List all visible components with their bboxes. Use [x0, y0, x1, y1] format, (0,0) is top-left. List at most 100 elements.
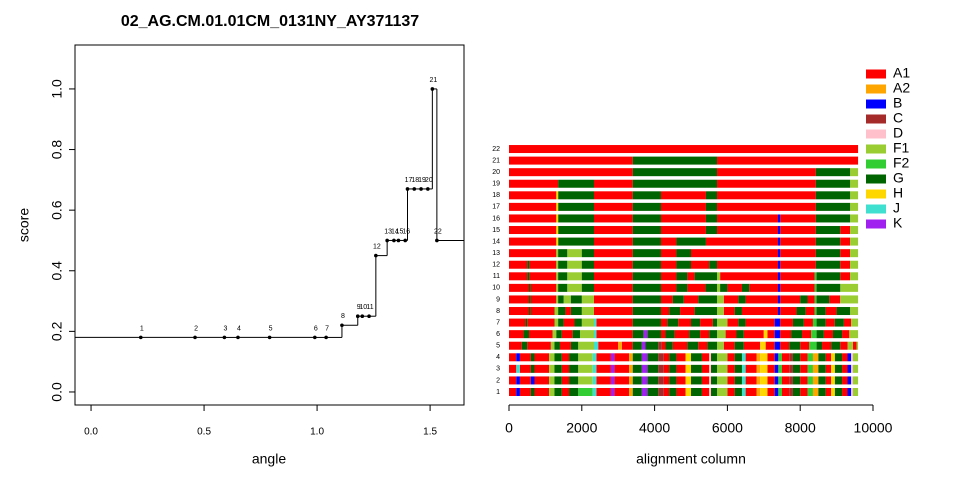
segment [632, 249, 661, 258]
segment [760, 376, 768, 385]
segment [534, 388, 550, 396]
segment [852, 388, 859, 396]
segment [570, 307, 582, 316]
segment [807, 376, 813, 385]
segment [777, 249, 781, 258]
segment [842, 330, 850, 339]
point [419, 187, 423, 191]
segment [676, 376, 686, 385]
segment [851, 388, 853, 396]
segment [516, 388, 520, 396]
segment [851, 376, 853, 385]
segment [717, 283, 721, 292]
segment [815, 214, 851, 223]
segment [720, 272, 778, 281]
segment [632, 191, 661, 200]
segment [850, 260, 859, 269]
segment [805, 307, 815, 316]
segment [676, 364, 686, 373]
segment [556, 295, 559, 304]
segment [509, 168, 633, 177]
point [412, 187, 417, 191]
segment [669, 307, 681, 316]
legend-label: A2 [893, 80, 910, 96]
segment [767, 364, 775, 373]
segment [641, 341, 646, 350]
segment [847, 341, 853, 350]
segment [632, 341, 642, 350]
segment [705, 237, 778, 246]
segment [641, 376, 648, 385]
legend-swatch [866, 99, 886, 109]
segment [676, 353, 686, 362]
segment [691, 364, 702, 373]
segment [717, 295, 724, 304]
segment [581, 283, 594, 292]
legend-label: G [893, 170, 904, 186]
segment [852, 353, 859, 362]
segment [717, 226, 778, 235]
segment [567, 260, 582, 269]
segment [832, 330, 843, 339]
legend-swatch [866, 219, 886, 229]
segment [672, 341, 688, 350]
point-label: 7 [325, 325, 329, 332]
segment [717, 318, 728, 327]
segment [812, 376, 819, 385]
segment [525, 318, 528, 327]
segment [569, 364, 579, 373]
segment [815, 226, 841, 235]
segment [516, 364, 520, 373]
x-tick-label: 6000 [712, 420, 743, 436]
segment [596, 388, 611, 396]
segment [558, 260, 568, 269]
legend-label: F2 [893, 155, 910, 171]
segment [705, 283, 718, 292]
segment [800, 353, 808, 362]
x-tick-label: 0 [505, 420, 513, 436]
segment [829, 295, 841, 304]
legend-swatch [866, 174, 886, 184]
point-label: 16 [402, 228, 410, 235]
segment [789, 376, 793, 385]
point [360, 314, 365, 319]
chart-title: 02_AG.CM.01.01CM_0131NY_AY371137 [121, 13, 419, 30]
segment [698, 295, 718, 304]
x-tick-label: 10000 [854, 420, 893, 436]
row-label: 15 [492, 227, 500, 234]
segment [777, 226, 781, 235]
segment [572, 330, 580, 339]
segment [680, 307, 695, 316]
segment [800, 388, 808, 396]
segment [556, 214, 559, 223]
segment [780, 283, 815, 292]
segment [856, 341, 859, 350]
y-tick-label: 0.8 [49, 140, 65, 160]
segment [660, 249, 677, 258]
segment [669, 364, 677, 373]
segment [711, 353, 718, 362]
segment [567, 283, 582, 292]
y-tick-label: 0.0 [49, 382, 65, 402]
legend-label: K [893, 215, 903, 231]
segment [658, 388, 664, 396]
segment [709, 388, 712, 396]
segment [663, 364, 670, 373]
segment [527, 260, 530, 269]
segment [815, 168, 851, 177]
x-tick-label: 1.0 [310, 427, 324, 438]
segment [581, 272, 594, 281]
segment [561, 388, 570, 396]
segment [812, 318, 817, 327]
segment [581, 260, 594, 269]
row-label: 10 [492, 285, 500, 292]
segment [558, 318, 564, 327]
segment [632, 156, 718, 165]
segment [556, 202, 559, 211]
segment [734, 353, 742, 362]
segment [811, 330, 817, 339]
segment [558, 191, 594, 200]
row-label: 12 [492, 262, 500, 269]
point-label: 14 [391, 228, 399, 235]
segment [529, 272, 557, 281]
